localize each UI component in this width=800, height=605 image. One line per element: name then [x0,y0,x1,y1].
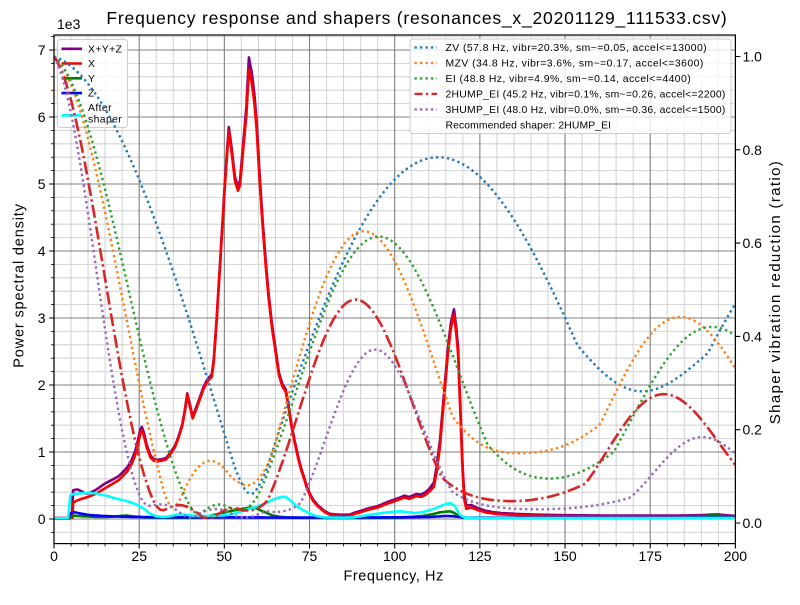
svg-text:0.0: 0.0 [743,515,763,531]
svg-text:175: 175 [639,548,663,564]
svg-text:0: 0 [50,548,58,564]
svg-text:200: 200 [724,548,748,564]
svg-text:shaper: shaper [88,114,122,125]
svg-text:0: 0 [38,511,46,527]
svg-text:0.4: 0.4 [743,328,763,344]
svg-text:Recommended shaper: 2HUMP_EI: Recommended shaper: 2HUMP_EI [446,121,612,132]
svg-text:EI (48.8 Hz, vibr=4.9%, sm~=0.: EI (48.8 Hz, vibr=4.9%, sm~=0.14, accel<… [446,74,692,85]
svg-text:0.2: 0.2 [743,422,763,438]
svg-text:Frequency, Hz: Frequency, Hz [344,569,444,585]
svg-text:X: X [88,59,95,70]
svg-text:2: 2 [38,377,46,393]
svg-text:2HUMP_EI (45.2 Hz, vibr=0.1%,: 2HUMP_EI (45.2 Hz, vibr=0.1%, sm~=0.26, … [446,90,726,101]
svg-text:0.8: 0.8 [743,142,763,158]
svg-text:150: 150 [553,548,577,564]
svg-text:3: 3 [38,310,46,326]
svg-text:25: 25 [131,548,147,564]
svg-text:75: 75 [302,548,318,564]
svg-text:0.6: 0.6 [743,235,763,251]
svg-text:1e3: 1e3 [57,16,81,32]
svg-text:125: 125 [468,548,492,564]
svg-text:Frequency response and shapers: Frequency response and shapers (resonanc… [106,8,727,29]
svg-text:X+Y+Z: X+Y+Z [88,44,123,55]
svg-text:ZV (57.8 Hz, vibr=20.3%, sm~=0: ZV (57.8 Hz, vibr=20.3%, sm~=0.05, accel… [446,43,708,54]
svg-text:Shaper vibration reduction (ra: Shaper vibration reduction (ratio) [767,160,784,424]
svg-text:Power spectral density: Power spectral density [12,203,28,368]
svg-text:1: 1 [38,444,46,460]
svg-text:6: 6 [38,109,46,125]
svg-text:4: 4 [38,243,46,259]
svg-text:5: 5 [38,176,46,192]
svg-text:Y: Y [88,74,95,85]
svg-text:7: 7 [38,42,46,58]
svg-text:50: 50 [217,548,233,564]
svg-text:100: 100 [383,548,407,564]
svg-text:After: After [88,103,112,114]
svg-text:1.0: 1.0 [743,49,763,65]
svg-text:3HUMP_EI (48.0 Hz, vibr=0.0%,: 3HUMP_EI (48.0 Hz, vibr=0.0%, sm~=0.36, … [446,105,726,116]
svg-text:Z: Z [88,89,95,100]
svg-text:MZV (34.8 Hz, vibr=3.6%, sm~=0: MZV (34.8 Hz, vibr=3.6%, sm~=0.17, accel… [446,59,704,70]
